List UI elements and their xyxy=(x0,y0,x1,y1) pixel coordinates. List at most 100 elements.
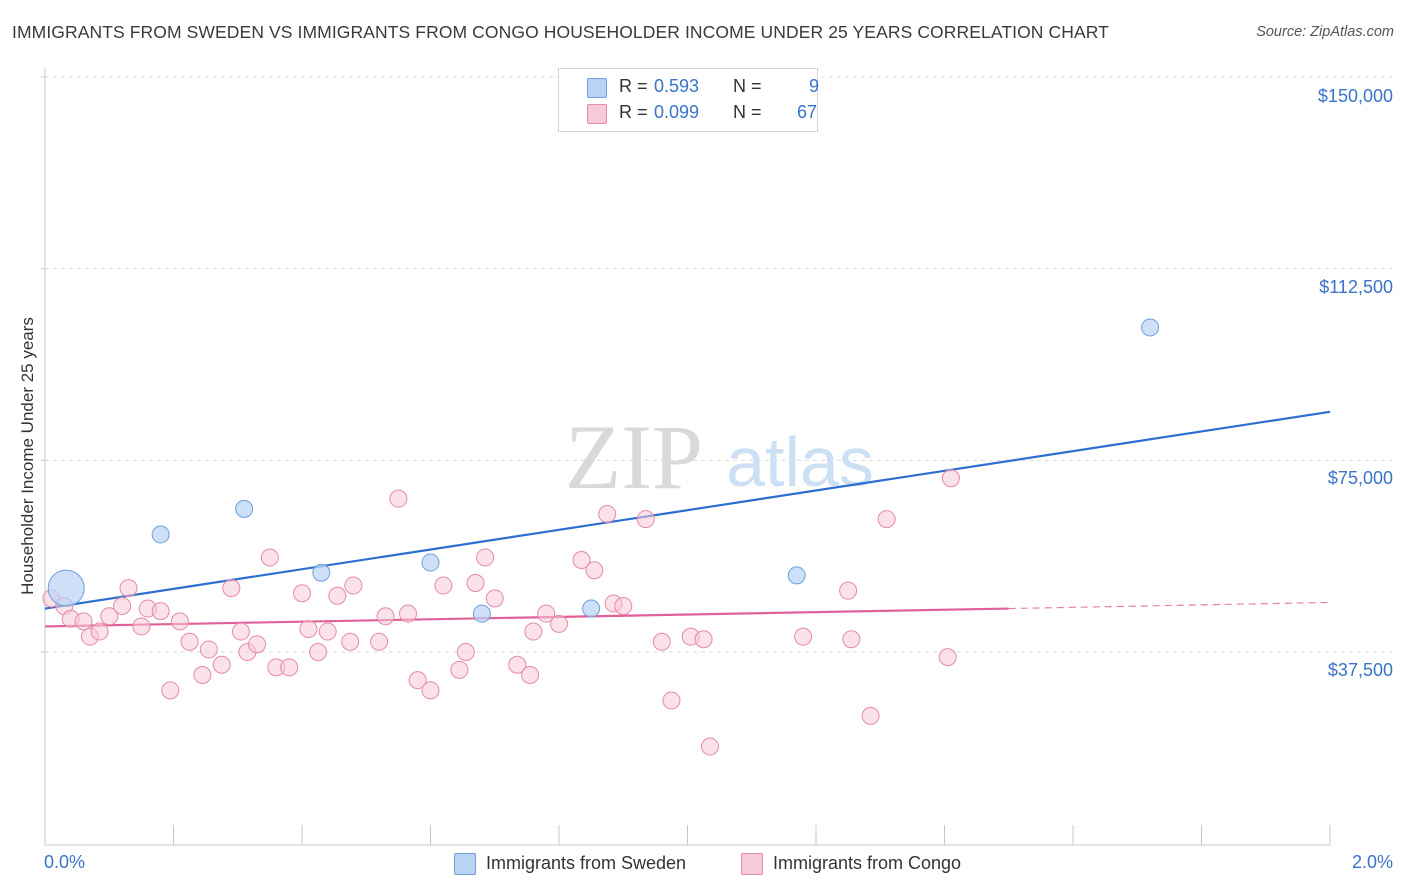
data-points xyxy=(42,318,1160,756)
congo-point xyxy=(100,607,119,626)
congo-point xyxy=(842,630,861,649)
congo-point xyxy=(508,655,527,674)
congo-point xyxy=(293,584,311,603)
congo-point xyxy=(328,586,347,605)
congo-point xyxy=(877,510,896,529)
congo-point xyxy=(794,627,813,646)
congo-point xyxy=(193,666,212,684)
x-tick-label: 0.0% xyxy=(44,852,86,872)
congo-point xyxy=(938,648,957,667)
congo-point xyxy=(524,622,543,641)
y-axis-label: Householder Income Under 25 years xyxy=(18,317,37,595)
y-tick-label: $75,000 xyxy=(1327,468,1393,488)
congo-point xyxy=(119,579,138,598)
r-label: R = xyxy=(619,102,648,122)
x-tick-label: 2.0% xyxy=(1351,852,1393,872)
congo-point xyxy=(521,666,540,684)
sweden-n-value: 9 xyxy=(809,76,820,96)
congo-point xyxy=(585,561,604,580)
sweden-point xyxy=(151,525,170,544)
congo-point xyxy=(318,622,337,641)
congo-point xyxy=(421,681,440,700)
congo-point xyxy=(694,630,713,649)
congo-point xyxy=(170,612,189,631)
sweden-point xyxy=(312,563,331,582)
sweden-point xyxy=(421,553,440,572)
grid-lines xyxy=(45,76,1392,653)
watermark-zip: ZIP xyxy=(565,406,703,508)
source-credit: Source: ZipAtlas.com xyxy=(1256,24,1394,40)
congo-point xyxy=(485,589,504,608)
congo-point xyxy=(614,597,633,615)
sweden-legend-label: Immigrants from Sweden xyxy=(486,853,687,873)
congo-point xyxy=(199,640,218,659)
congo-point xyxy=(941,469,960,488)
congo-point xyxy=(408,671,427,690)
congo-legend-label: Immigrants from Congo xyxy=(773,853,962,873)
sweden-trend-line xyxy=(44,410,1331,610)
sweden-swatch xyxy=(454,853,476,875)
congo-point xyxy=(341,632,360,651)
congo-point xyxy=(861,706,880,725)
y-tick-label: $150,000 xyxy=(1317,86,1393,106)
y-tick-label: $37,500 xyxy=(1327,660,1393,680)
congo-point xyxy=(450,660,469,679)
congo-point xyxy=(309,643,328,661)
sweden-point xyxy=(787,566,806,585)
sweden-point xyxy=(472,604,491,623)
congo-point xyxy=(550,614,568,633)
sweden-point xyxy=(1141,318,1160,337)
congo-point xyxy=(652,632,671,651)
n-label: N = xyxy=(733,76,762,96)
congo-point xyxy=(180,632,199,651)
congo-point xyxy=(466,574,485,592)
congo-point xyxy=(572,551,591,569)
congo-n-value: 67 xyxy=(797,102,818,122)
congo-point xyxy=(161,681,180,700)
congo-point xyxy=(280,658,299,677)
congo-point xyxy=(370,632,389,651)
congo-point xyxy=(476,548,495,567)
congo-trend-line xyxy=(44,607,1009,628)
congo-point xyxy=(151,602,170,621)
sweden-swatch xyxy=(587,78,607,98)
congo-point xyxy=(700,737,719,756)
congo-point xyxy=(113,597,132,615)
congo-point xyxy=(299,620,318,638)
sweden-r-value: 0.593 xyxy=(654,76,700,96)
n-label: N = xyxy=(733,102,762,122)
congo-point xyxy=(434,576,453,595)
trend-lines xyxy=(44,410,1331,628)
congo-point xyxy=(344,576,363,595)
congo-point xyxy=(399,604,418,623)
congo-swatch xyxy=(587,104,607,124)
congo-point xyxy=(74,612,93,631)
chart-title: IMMIGRANTS FROM SWEDEN VS IMMIGRANTS FRO… xyxy=(12,22,1109,42)
congo-point xyxy=(132,617,151,636)
congo-point xyxy=(90,622,109,641)
congo-trend-extension xyxy=(1008,601,1331,610)
congo-point xyxy=(598,505,617,523)
congo-point xyxy=(537,604,556,623)
congo-point xyxy=(389,489,408,508)
congo-point xyxy=(212,655,231,674)
r-label: R = xyxy=(619,76,648,96)
congo-point xyxy=(636,510,655,529)
axes xyxy=(41,68,1331,846)
congo-point xyxy=(456,643,475,661)
congo-point xyxy=(260,548,279,567)
congo-point xyxy=(248,635,267,654)
watermark: ZIP atlas xyxy=(565,406,874,508)
sweden-point xyxy=(582,599,601,618)
y-tick-label: $112,500 xyxy=(1319,277,1393,297)
congo-point xyxy=(839,581,858,600)
watermark-atlas: atlas xyxy=(726,423,874,501)
congo-r-value: 0.099 xyxy=(654,102,700,122)
sweden-point xyxy=(235,499,254,518)
congo-point xyxy=(231,622,250,641)
congo-point xyxy=(222,579,241,598)
sweden-point xyxy=(47,569,85,607)
correlation-legend: R = 0.593 N = 9 R = 0.099 N = 67 xyxy=(558,68,820,132)
congo-point xyxy=(662,691,681,710)
